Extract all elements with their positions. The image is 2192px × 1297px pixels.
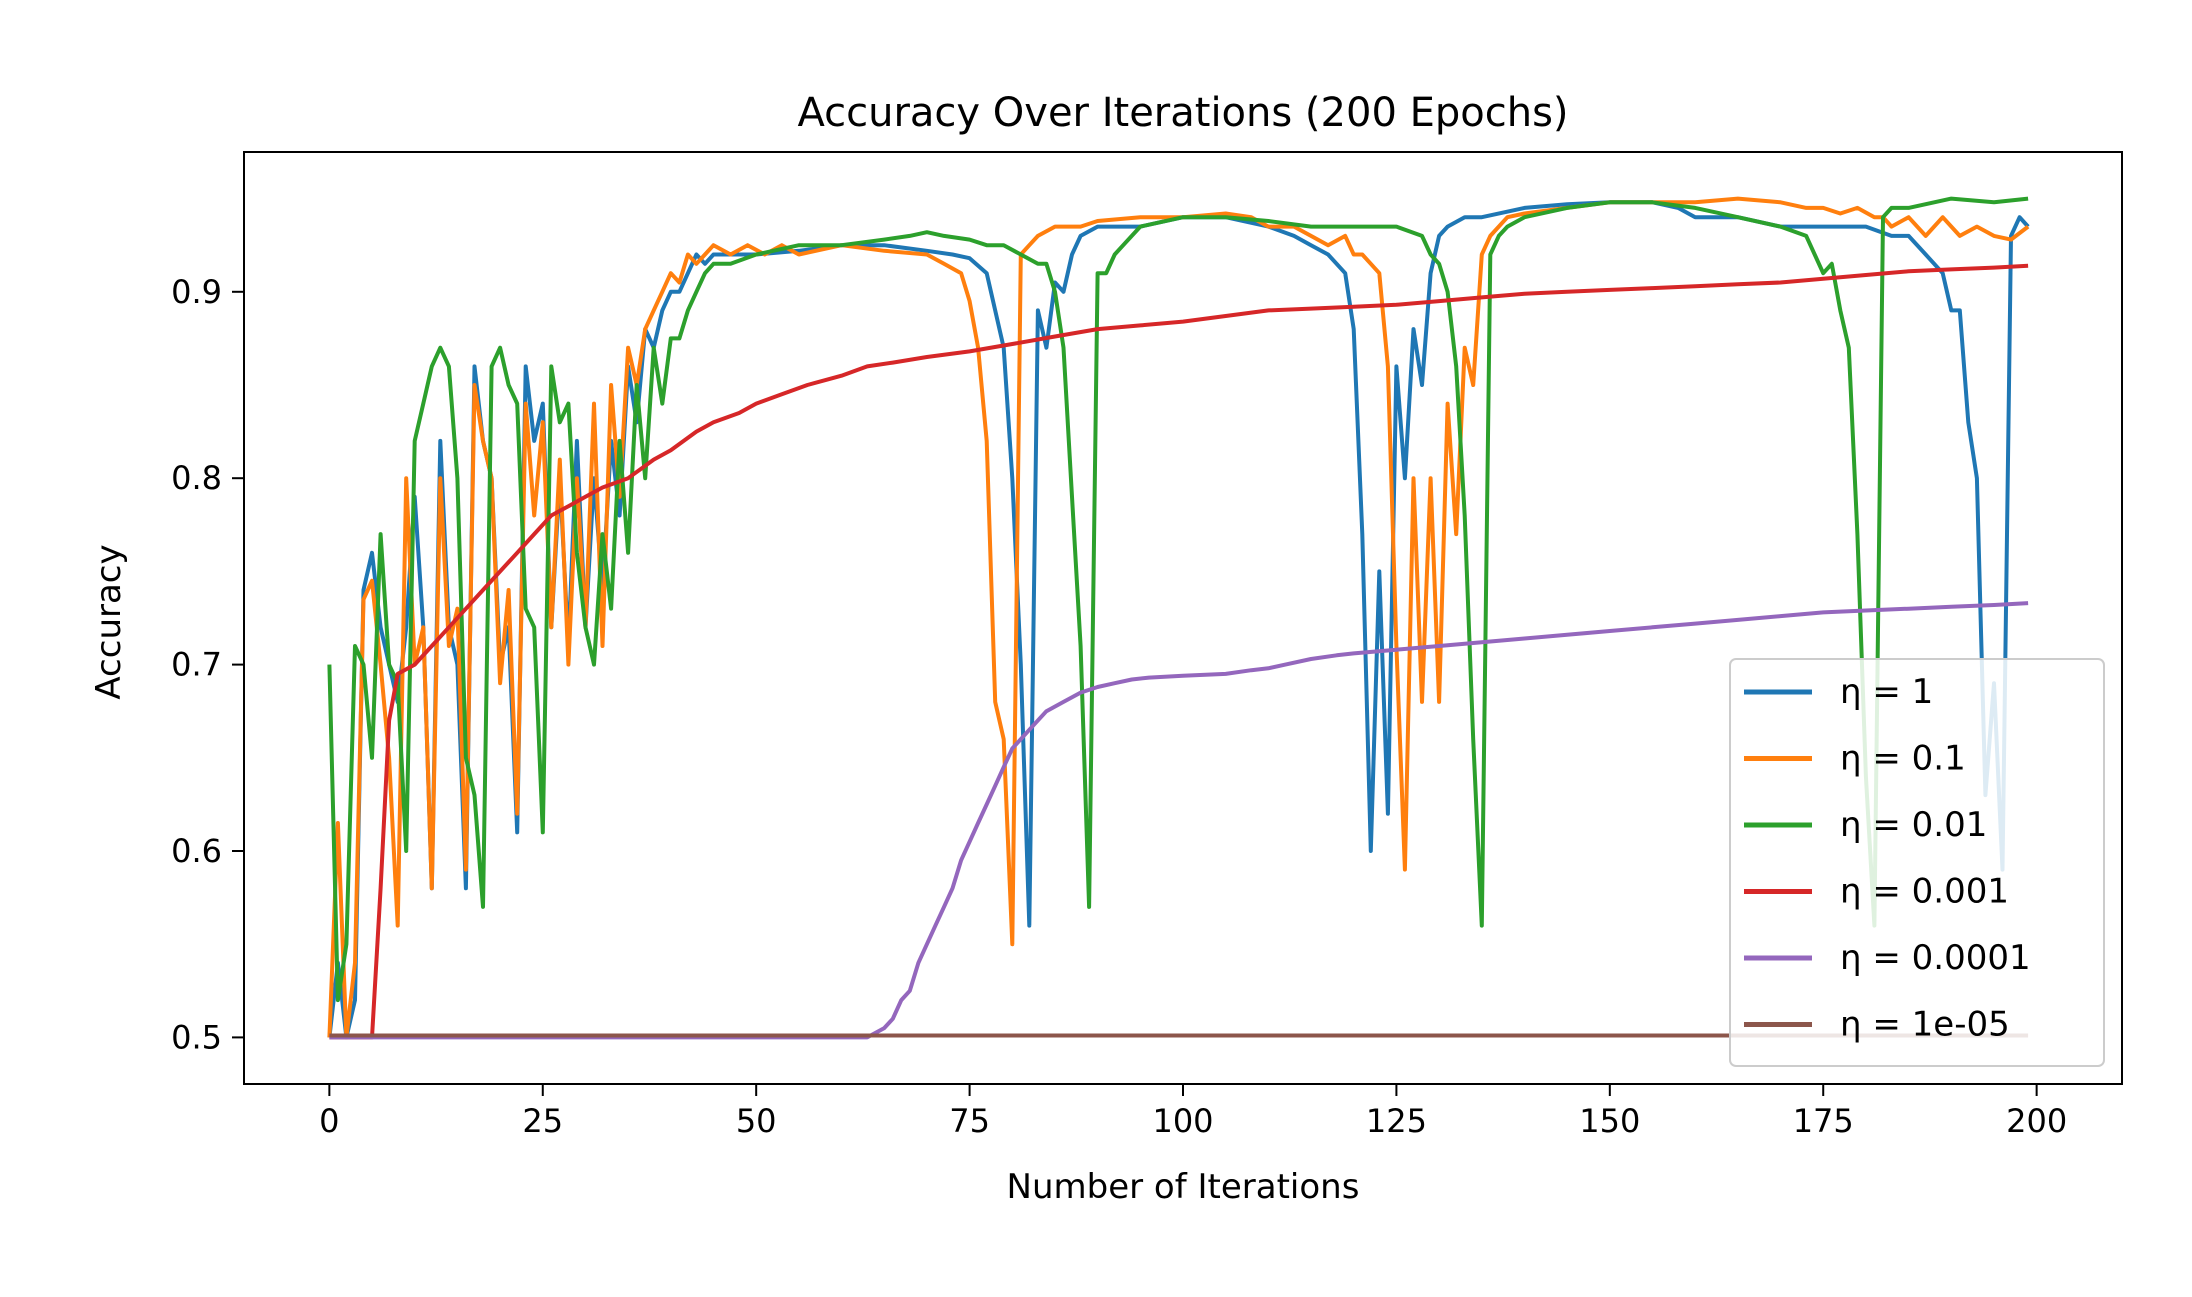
y-axis-label: Accuracy	[89, 544, 129, 699]
y-tick-label: 0.6	[171, 832, 222, 870]
x-tick-label: 100	[1152, 1102, 1213, 1140]
x-tick-label: 50	[736, 1102, 777, 1140]
legend-label-5: η = 1e-05	[1840, 1005, 2010, 1045]
x-tick-label: 175	[1793, 1102, 1854, 1140]
chart-title: Accuracy Over Iterations (200 Epochs)	[797, 90, 1568, 136]
legend: η = 1 η = 0.1 η = 0.01 η = 0.001 η = 0.0001 η…	[1729, 658, 2105, 1067]
legend-label-1: η = 0.1	[1840, 739, 1966, 779]
legend-box	[1729, 658, 2105, 1067]
y-tick-label: 0.7	[171, 646, 222, 684]
legend-label-2: η = 0.01	[1840, 805, 1987, 845]
y-tick-label: 0.9	[171, 273, 222, 311]
x-tick-label: 200	[2006, 1102, 2067, 1140]
x-tick-label: 125	[1366, 1102, 1427, 1140]
series-line-3	[329, 263, 2029, 1040]
y-tick-label: 0.8	[171, 459, 222, 497]
legend-label-4: η = 0.0001	[1840, 938, 2031, 978]
legend-label-3: η = 0.001	[1840, 872, 2009, 912]
ticks-layer: 0 25 50 75 100 125 150 175 200 0.5 0.6 0.7 0.8 0.9	[171, 273, 2067, 1140]
series-line-2	[327, 196, 2029, 1003]
x-tick-label: 75	[949, 1102, 990, 1140]
x-tick-label: 0	[319, 1102, 339, 1140]
x-axis-label: Number of Iterations	[1007, 1167, 1360, 1207]
x-tick-label: 25	[522, 1102, 563, 1140]
series-line-4	[329, 601, 2029, 1040]
y-tick-label: 0.5	[171, 1018, 222, 1056]
x-tick-label: 150	[1579, 1102, 1640, 1140]
legend-label-0: η = 1	[1840, 672, 1933, 712]
